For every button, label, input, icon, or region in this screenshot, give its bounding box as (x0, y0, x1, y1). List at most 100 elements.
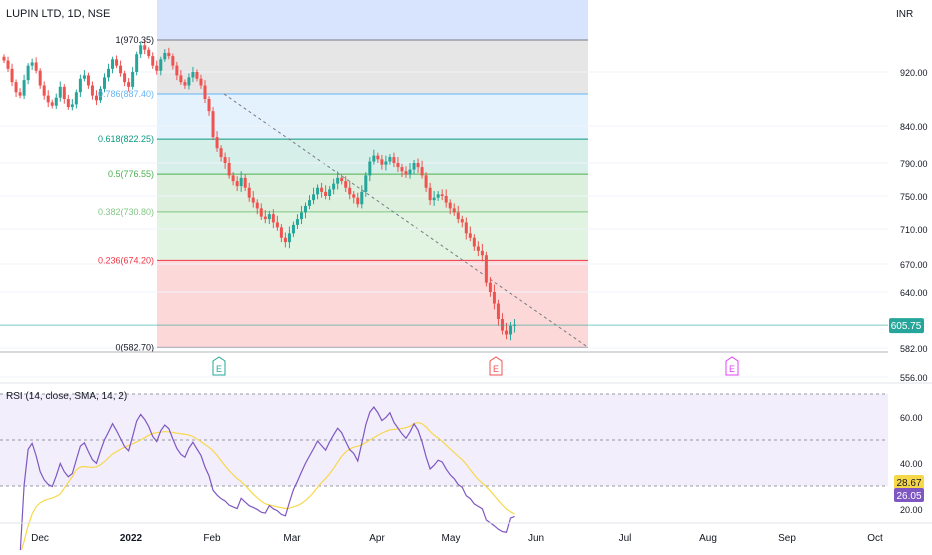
candle-body (219, 148, 223, 158)
rsi-indicator-title[interactable]: RSI (14, close, SMA, 14, 2) (6, 391, 127, 402)
rsi-ma-value: 28.67 (896, 478, 921, 489)
candle-body (127, 82, 131, 87)
candle-body (18, 92, 22, 96)
candle-body (388, 157, 392, 162)
rsi-axis[interactable]: 60.00 40.00 20.00 (900, 413, 923, 515)
time-axis-label: Sep (778, 533, 796, 544)
time-axis[interactable]: Dec 2022 Feb Mar Apr May Jun Jul Aug Sep Oct (31, 533, 883, 544)
candle-body (259, 208, 263, 217)
candle-body (103, 77, 106, 89)
candle-body (291, 224, 295, 234)
candle-body (408, 169, 412, 175)
price-axis-label: 750.00 (900, 192, 928, 202)
candle-body (26, 65, 30, 81)
candle-body (135, 54, 139, 72)
price-axis-label: 556.00 (900, 373, 928, 383)
candle-body (364, 175, 368, 192)
candle-body (6, 60, 10, 69)
rsi-ma-badge: 28.67 (894, 475, 924, 489)
price-axis-label: 840.00 (900, 122, 928, 132)
candle-body (275, 222, 279, 228)
earnings-marker-label: E (216, 364, 222, 374)
candle-body (34, 62, 38, 71)
candle-body (239, 177, 243, 187)
price-axis-label: 670.00 (900, 260, 928, 270)
candle-body (251, 197, 255, 203)
fibonacci-retracement[interactable] (157, 0, 588, 348)
candle-body (356, 197, 360, 205)
candle-body (107, 68, 111, 78)
earnings-marker[interactable] (489, 356, 503, 376)
candle-body (505, 330, 508, 335)
candle-body (215, 137, 219, 149)
candle-body (283, 237, 287, 243)
candle-body (163, 52, 167, 60)
candle-body (436, 194, 440, 198)
candle-body (90, 85, 94, 96)
candle-body (243, 177, 247, 188)
candle-body (452, 208, 456, 213)
candle-body (131, 72, 135, 87)
fib-labels: 1(970.35) 0.786(887.40) 0.618(822.25) 0.5(7… (98, 35, 154, 352)
symbol-title[interactable]: LUPIN LTD, 1D, NSE (6, 8, 110, 20)
candle-body (231, 175, 235, 182)
candle-body (400, 167, 404, 172)
candle-body (38, 70, 42, 86)
fib-level-label: 0(582.70) (115, 342, 154, 352)
candle-body (484, 255, 488, 283)
candle-body (199, 78, 203, 86)
rsi-badge-bg (894, 488, 924, 502)
candle-body (22, 80, 26, 96)
candle-body (86, 75, 90, 86)
fib-extension-zone (157, 0, 588, 40)
candle-body (336, 177, 340, 184)
time-axis-label: Jun (528, 533, 544, 544)
candle-body (299, 212, 303, 220)
candle-body (207, 99, 211, 112)
candle-body (70, 104, 74, 108)
candle-body (123, 73, 127, 83)
candle-body (396, 163, 400, 168)
candle-body (444, 196, 448, 203)
candle-body (432, 197, 436, 201)
candle-body (360, 191, 364, 205)
time-axis-label: 2022 (120, 533, 143, 544)
price-axis[interactable]: 920.00 840.00 790.00 750.00 710.00 670.00 640.… (900, 68, 928, 383)
candle-body (10, 68, 14, 83)
candle-body (472, 237, 476, 247)
candle-body (420, 167, 424, 176)
candle-body (119, 65, 123, 74)
candle-body (183, 82, 187, 86)
candle-body (211, 111, 215, 138)
earnings-marker[interactable] (725, 356, 739, 376)
candle-body (412, 163, 416, 170)
candle-body (227, 163, 231, 176)
candle-body (509, 325, 513, 335)
candlestick-series (2, 40, 517, 341)
candle-body (316, 187, 320, 195)
rsi-axis-label: 20.00 (900, 505, 923, 515)
candle-body (308, 200, 312, 206)
rsi-axis-label: 40.00 (900, 459, 923, 469)
candle-body (376, 155, 380, 160)
candle-body (143, 45, 147, 50)
candle-body (468, 233, 472, 238)
candle-body (159, 59, 163, 71)
candle-body (372, 155, 376, 162)
candle-body (167, 52, 171, 57)
candle-body (492, 292, 496, 304)
earnings-marker-label: E (729, 364, 735, 374)
rsi-line (8, 405, 515, 555)
candle-body (384, 161, 388, 165)
candle-body (187, 77, 191, 86)
candle-body (98, 88, 102, 101)
candle-body (328, 189, 332, 196)
candle-body (440, 194, 444, 196)
earnings-marker[interactable] (212, 356, 226, 376)
candle-body (488, 282, 492, 292)
candle-body (464, 222, 468, 234)
candle-body (66, 99, 70, 108)
